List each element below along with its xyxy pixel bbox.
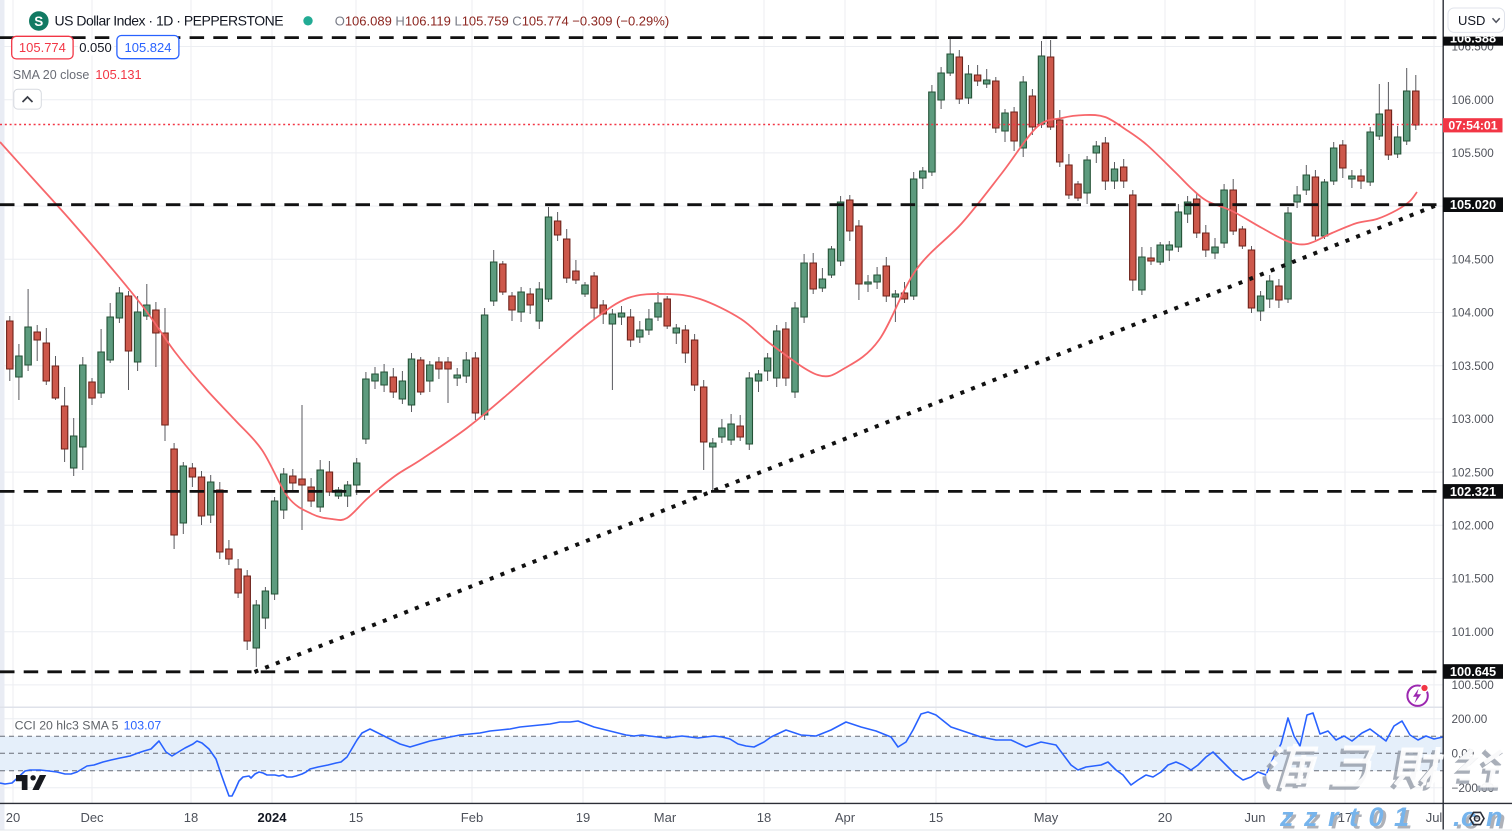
svg-text:102.321: 102.321 — [1450, 484, 1496, 499]
svg-text:May: May — [1034, 810, 1059, 825]
svg-text:15: 15 — [349, 810, 363, 825]
svg-text:18: 18 — [757, 810, 771, 825]
svg-text:.: . — [1456, 805, 1474, 834]
svg-text:105.824: 105.824 — [125, 40, 172, 55]
svg-text:101.500: 101.500 — [1452, 573, 1495, 586]
svg-text:Mar: Mar — [654, 810, 677, 825]
svg-text:20: 20 — [1158, 810, 1172, 825]
svg-text:zzrt01: zzrt01 — [1279, 802, 1420, 832]
svg-text:SMA 20 close: SMA 20 close — [13, 68, 89, 82]
svg-text:103.000: 103.000 — [1452, 413, 1495, 426]
svg-text:Jul: Jul — [1426, 810, 1443, 825]
svg-text:105.774: 105.774 — [19, 40, 66, 55]
svg-text:100.500: 100.500 — [1452, 679, 1495, 692]
svg-text:106.588: 106.588 — [1450, 30, 1496, 45]
svg-text:n: n — [1486, 802, 1512, 832]
svg-text:CCI 20 hlc3 SMA 5: CCI 20 hlc3 SMA 5 — [15, 719, 119, 733]
svg-text:20: 20 — [6, 810, 20, 825]
svg-text:106.000: 106.000 — [1452, 94, 1495, 107]
svg-text:Apr: Apr — [835, 810, 856, 825]
svg-text:2024: 2024 — [258, 810, 288, 825]
svg-text:200.00: 200.00 — [1452, 713, 1488, 726]
svg-text:104.000: 104.000 — [1452, 307, 1495, 320]
svg-text:102.000: 102.000 — [1452, 520, 1495, 533]
svg-text:15: 15 — [929, 810, 943, 825]
svg-text:07:54:01: 07:54:01 — [1448, 119, 1497, 133]
svg-text:102.500: 102.500 — [1452, 466, 1495, 479]
svg-text:105.500: 105.500 — [1452, 147, 1495, 160]
svg-text:18: 18 — [184, 810, 198, 825]
svg-text:103.07: 103.07 — [124, 719, 162, 733]
svg-text:S: S — [34, 14, 43, 29]
svg-text:19: 19 — [576, 810, 590, 825]
svg-text:105.131: 105.131 — [95, 67, 141, 82]
svg-text:O106.089 H106.119 L105.759 C10: O106.089 H106.119 L105.759 C105.774 −0.3… — [335, 14, 669, 29]
svg-text:17: 17 — [1338, 810, 1352, 825]
svg-text:Dec: Dec — [80, 810, 104, 825]
svg-text:c: c — [1461, 802, 1487, 832]
svg-text:USD: USD — [1458, 13, 1485, 28]
svg-text:Jun: Jun — [1245, 810, 1266, 825]
svg-text:103.500: 103.500 — [1452, 360, 1495, 373]
svg-text:.: . — [1453, 802, 1471, 832]
svg-text:n: n — [1489, 805, 1512, 834]
svg-text:Feb: Feb — [461, 810, 483, 825]
svg-text:US Dollar Index · 1D · PEPPERS: US Dollar Index · 1D · PEPPERSTONE — [55, 13, 284, 29]
svg-text:101.000: 101.000 — [1452, 626, 1495, 639]
svg-text:0.050: 0.050 — [79, 40, 112, 55]
svg-text:100.645: 100.645 — [1450, 664, 1496, 679]
svg-text:zzrt01: zzrt01 — [1282, 805, 1423, 834]
svg-text:104.500: 104.500 — [1452, 254, 1495, 267]
svg-text:105.020: 105.020 — [1450, 197, 1496, 212]
